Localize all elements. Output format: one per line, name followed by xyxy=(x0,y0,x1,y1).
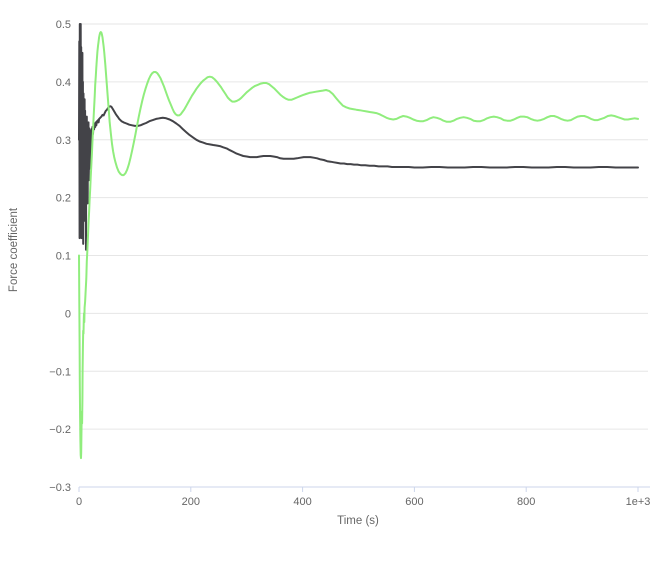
y-axis-title: Force coefficient xyxy=(8,207,20,292)
y-tick-label: −0.1 xyxy=(49,366,71,378)
x-tick-label: 1e+3 xyxy=(626,496,651,508)
chart-canvas: 0.5 0.4 0.3 0.2 0.1 0 −0.1 −0.2 −0.3 0 200 400 600 80… xyxy=(8,19,650,527)
x-tick-label: 600 xyxy=(405,496,423,508)
y-tick-label: −0.2 xyxy=(49,424,71,436)
y-tick-label: 0.1 xyxy=(56,251,71,263)
y-tick-label: 0.4 xyxy=(56,77,71,89)
y-tick-label: 0.2 xyxy=(56,193,71,205)
gridlines xyxy=(79,23,648,430)
x-axis-title: Time (s) xyxy=(337,515,379,527)
axes xyxy=(78,486,650,492)
y-tick-label: 0 xyxy=(65,308,71,320)
x-tick-label: 200 xyxy=(182,496,200,508)
chart-legend xyxy=(0,543,653,569)
drag-coefficient-line[interactable] xyxy=(78,23,639,251)
y-tick-label: −0.3 xyxy=(49,482,71,494)
x-tick-label: 800 xyxy=(517,496,535,508)
series-lines xyxy=(78,23,639,460)
lift-coefficient-line[interactable] xyxy=(78,31,639,460)
x-tick-label: 400 xyxy=(293,496,311,508)
y-tick-label: 0.3 xyxy=(56,135,71,147)
x-tick-label: 0 xyxy=(76,496,82,508)
axis-labels: 0.5 0.4 0.3 0.2 0.1 0 −0.1 −0.2 −0.3 0 200 400 600 80… xyxy=(49,19,650,508)
y-tick-label: 0.5 xyxy=(56,19,71,31)
